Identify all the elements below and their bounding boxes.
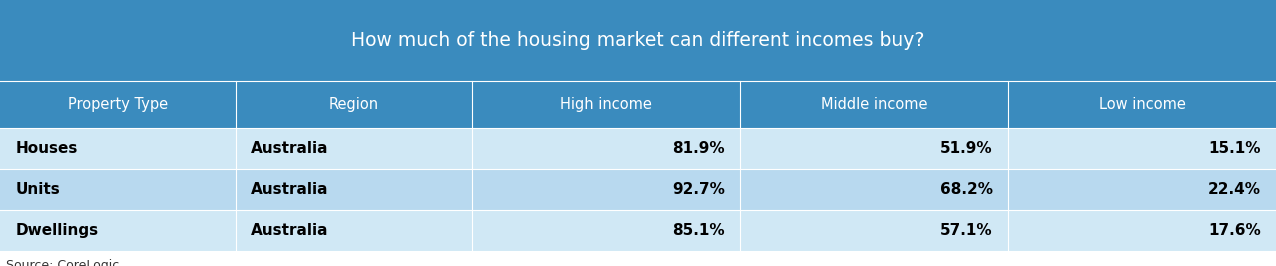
Text: 17.6%: 17.6% [1208,223,1261,238]
Text: Australia: Australia [251,141,329,156]
Text: Property Type: Property Type [68,97,168,112]
Text: 85.1%: 85.1% [672,223,725,238]
Bar [0,169,1276,210]
Text: High income: High income [560,97,652,112]
Text: 51.9%: 51.9% [940,141,993,156]
Bar [0,81,1276,128]
Text: Region: Region [329,97,379,112]
Text: Source: CoreLogic: Source: CoreLogic [6,259,120,266]
Text: 15.1%: 15.1% [1208,141,1261,156]
Text: Units: Units [15,182,60,197]
Text: 81.9%: 81.9% [672,141,725,156]
Text: Australia: Australia [251,223,329,238]
Text: 57.1%: 57.1% [940,223,993,238]
Bar [0,210,1276,251]
Text: Australia: Australia [251,182,329,197]
Text: Middle income: Middle income [820,97,928,112]
Text: 92.7%: 92.7% [672,182,725,197]
Text: 68.2%: 68.2% [939,182,993,197]
Text: 22.4%: 22.4% [1207,182,1261,197]
Text: Houses: Houses [15,141,78,156]
Bar [0,128,1276,169]
Text: Low income: Low income [1099,97,1185,112]
Bar [0,0,1276,81]
Text: Dwellings: Dwellings [15,223,98,238]
Text: How much of the housing market can different incomes buy?: How much of the housing market can diffe… [351,31,925,50]
